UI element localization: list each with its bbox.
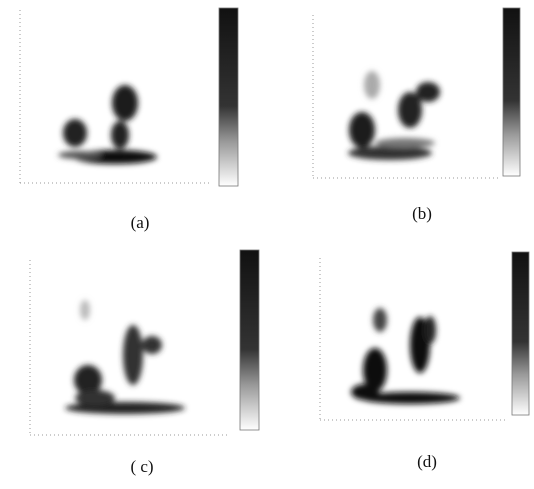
panel-c: ( c) (30, 250, 259, 476)
spectrogram (351, 308, 460, 404)
colorbar (240, 250, 259, 430)
spectrogram (348, 71, 440, 160)
panel-d: (d) (320, 252, 529, 471)
caption: ( c) (130, 457, 153, 476)
panel-a: (a) (20, 8, 238, 232)
panel-b: (b) (313, 8, 520, 223)
caption: (d) (417, 452, 437, 471)
figure: (a) (b) ( c) (0, 0, 534, 489)
caption: (b) (412, 204, 432, 223)
colorbar (219, 8, 238, 186)
caption: (a) (131, 213, 150, 232)
spectrogram (58, 85, 157, 164)
spectrogram (65, 300, 185, 414)
colorbar (503, 8, 520, 176)
colorbar (512, 252, 529, 415)
